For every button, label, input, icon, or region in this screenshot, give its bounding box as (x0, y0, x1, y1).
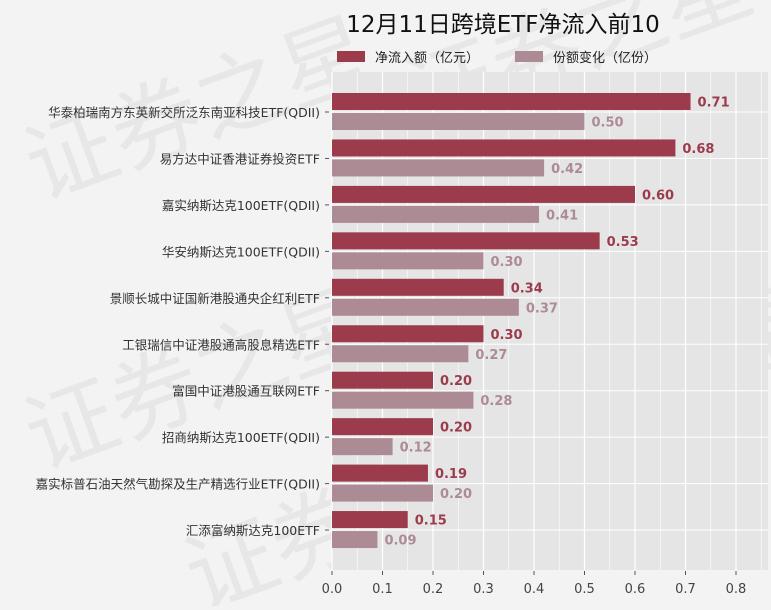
x-tick-label: 0.3 (473, 582, 494, 597)
y-axis-labels: 华泰柏瑞南方东英新交所泛东南亚科技ETF(QDII) 易方达中证香港证券投资ETF… (36, 105, 329, 538)
x-tick-label: 0.1 (372, 582, 393, 597)
data-label-share-change: 0.09 (384, 534, 416, 549)
data-label-share-change: 0.20 (440, 487, 472, 502)
data-label-share-change: 0.37 (526, 301, 558, 316)
bar-net-inflow (332, 93, 691, 110)
legend-label-share-change: 份额变化（亿份） (553, 50, 657, 66)
data-label-net-inflow: 0.20 (440, 374, 472, 389)
data-label-net-inflow: 0.15 (415, 514, 447, 529)
y-tick-label: 招商纳斯达克100ETF(QDII) (162, 430, 320, 445)
x-tick-label: 0.0 (322, 582, 343, 597)
data-label-net-inflow: 0.60 (642, 188, 674, 203)
bar-share-change (332, 252, 484, 270)
data-label-share-change: 0.27 (475, 348, 507, 363)
bar-net-inflow (332, 464, 428, 482)
bar-net-inflow (332, 232, 600, 250)
bar-share-change (332, 345, 469, 363)
bar-net-inflow (332, 185, 635, 203)
y-tick-label: 景顺长城中证国新港股通央企红利ETF (110, 291, 320, 306)
bar-share-change (332, 438, 393, 456)
data-label-share-change: 0.30 (491, 255, 523, 270)
data-label-net-inflow: 0.71 (698, 96, 730, 111)
bar-share-change (332, 484, 433, 502)
x-tick-label: 0.8 (726, 582, 747, 597)
y-tick-label: 易方达中证香港证券投资ETF (160, 151, 320, 166)
data-label-share-change: 0.42 (551, 162, 583, 177)
bar-share-change (332, 205, 540, 223)
x-tick-label: 0.7 (675, 582, 696, 597)
x-tick-label: 0.2 (423, 582, 444, 597)
legend-swatch-net-inflow (337, 51, 365, 62)
legend-swatch-share-change (515, 51, 543, 62)
data-label-share-change: 0.50 (592, 116, 624, 131)
y-tick-label: 工银瑞信中证港股通高股息精选ETF (122, 337, 320, 352)
chart-title: 12月11日跨境ETF净流入前10 (346, 12, 660, 38)
data-label-net-inflow: 0.30 (491, 328, 523, 343)
bar-share-change (332, 113, 585, 130)
bar-share-change (332, 298, 519, 316)
bar-share-change (332, 391, 474, 409)
legend: 净流入额（亿元） 份额变化（亿份） (337, 50, 657, 66)
bar-net-inflow (332, 418, 433, 436)
y-tick-label: 华泰柏瑞南方东英新交所泛东南亚科技ETF(QDII) (48, 105, 320, 120)
y-tick-label: 嘉实标普石油天然气勘探及生产精选行业ETF(QDII) (36, 477, 320, 492)
y-tick-label: 汇添富纳斯达克100ETF (186, 523, 320, 538)
legend-label-net-inflow: 净流入额（亿元） (375, 51, 479, 66)
data-label-net-inflow: 0.53 (607, 235, 639, 250)
bars: 0.71 0.50 0.68 0.42 0.60 0.41 0.53 0.30 0.34 0.37… (332, 93, 730, 549)
data-label-share-change: 0.12 (400, 441, 432, 456)
x-axis: 0.0 0.1 0.2 0.3 0.4 0.5 0.6 0.7 0.8 (322, 571, 747, 597)
data-label-share-change: 0.41 (546, 208, 578, 223)
data-label-net-inflow: 0.20 (440, 421, 472, 436)
bar-net-inflow (332, 511, 408, 529)
y-tick-label: 富国中证港股通互联网ETF (172, 384, 320, 399)
bar-share-change (332, 159, 545, 177)
bar-net-inflow (332, 371, 433, 389)
data-label-net-inflow: 0.68 (682, 142, 714, 157)
bar-net-inflow (332, 139, 676, 157)
x-tick-label: 0.4 (524, 582, 545, 597)
bar-net-inflow (332, 278, 504, 296)
data-label-net-inflow: 0.34 (511, 281, 543, 296)
x-tick-label: 0.6 (625, 582, 646, 597)
bar-net-inflow (332, 325, 484, 343)
x-tick-label: 0.5 (574, 582, 595, 597)
bar-share-change (332, 531, 378, 549)
data-label-share-change: 0.28 (480, 394, 512, 409)
data-label-net-inflow: 0.19 (435, 467, 467, 482)
y-tick-label: 嘉实纳斯达克100ETF(QDII) (162, 198, 320, 213)
y-tick-label: 华安纳斯达克100ETF(QDII) (162, 244, 320, 259)
